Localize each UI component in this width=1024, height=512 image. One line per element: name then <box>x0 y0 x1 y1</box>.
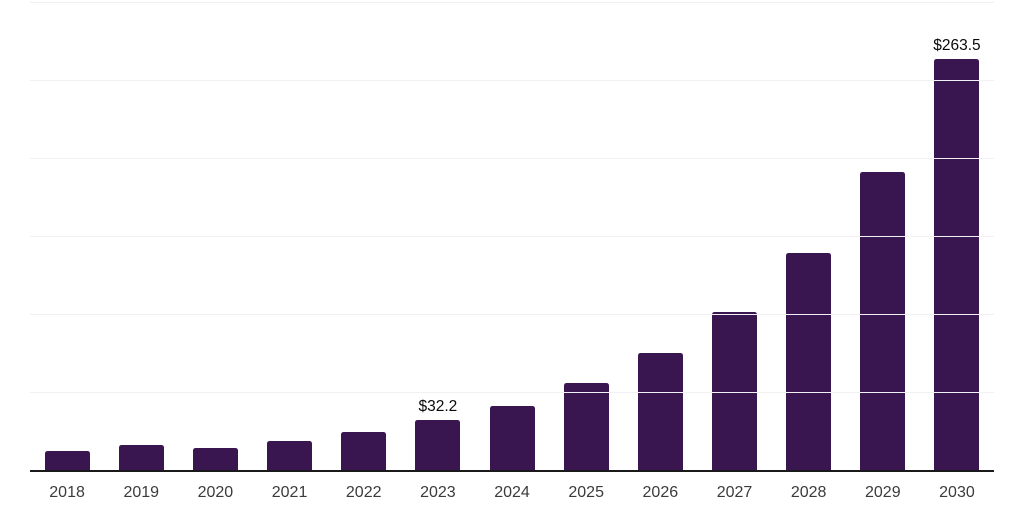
bar-slot-2018 <box>30 2 104 470</box>
bar-2027 <box>711 311 757 470</box>
x-tick-label-2021: 2021 <box>271 484 308 501</box>
bars-container: $32.2 $263.5 <box>30 2 994 470</box>
bar-slot-2022 <box>327 2 401 470</box>
bar-2029 <box>860 172 906 470</box>
bar-2030 <box>934 58 980 470</box>
bar-value-label-2023: $32.2 <box>418 397 458 415</box>
gridline-100 <box>30 313 994 315</box>
bar-2025 <box>563 382 609 470</box>
x-tick-label-2026: 2026 <box>642 484 679 501</box>
bar-slot-2020 <box>178 2 252 470</box>
bar-slot-2028 <box>772 2 846 470</box>
x-tick-label-2019: 2019 <box>123 484 160 501</box>
gridline-250 <box>30 79 994 81</box>
x-tick-label-2027: 2027 <box>716 484 753 501</box>
x-axis-tick-labels: 2018 2019 2020 2021 2022 2023 2024 2025 2026 2027… <box>30 483 994 503</box>
bar-2026 <box>637 352 683 470</box>
bar-2019 <box>118 445 164 470</box>
x-tick-label-2018: 2018 <box>49 484 85 501</box>
x-axis-line <box>30 470 994 472</box>
bar-2028 <box>786 253 832 470</box>
bar-2023 <box>415 419 461 470</box>
gridline-300 <box>30 2 994 3</box>
plot-area: $32.2 $263.5 <box>30 2 994 470</box>
gridline-200 <box>30 157 994 159</box>
gridline-50 <box>30 392 994 393</box>
bar-slot-2027 <box>697 2 771 470</box>
x-tick-label-2022: 2022 <box>345 484 382 501</box>
x-tick-label-2028: 2028 <box>790 484 827 501</box>
x-tick-label-2025: 2025 <box>568 484 604 501</box>
bar-slot-2019 <box>104 2 178 470</box>
x-tick-label-2020: 2020 <box>197 484 234 501</box>
bar-2022 <box>341 432 387 470</box>
bar-slot-2023: $32.2 <box>401 2 475 470</box>
bar-2024 <box>489 406 535 470</box>
x-tick-label-2023: 2023 <box>420 484 456 501</box>
bar-slot-2021 <box>252 2 326 470</box>
x-tick-label-2029: 2029 <box>865 484 901 501</box>
bar-slot-2026 <box>623 2 697 470</box>
bar-2021 <box>267 440 313 470</box>
bar-value-label-2030: $263.5 <box>933 36 981 54</box>
bar-slot-2025 <box>549 2 623 470</box>
gridline-150 <box>30 236 994 237</box>
x-tick-label-2024: 2024 <box>494 484 530 501</box>
bar-slot-2030: $263.5 <box>920 2 994 470</box>
x-tick-label-2030: 2030 <box>939 484 975 501</box>
bar-2018 <box>44 451 90 470</box>
bar-slot-2029 <box>846 2 920 470</box>
bar-2020 <box>192 447 238 470</box>
bar-slot-2024 <box>475 2 549 470</box>
